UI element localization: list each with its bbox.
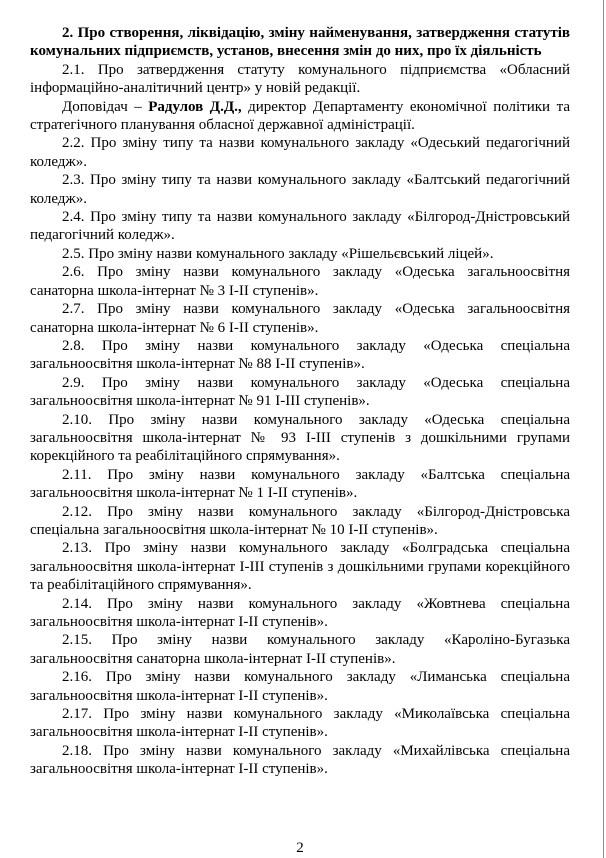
agenda-item-2-8: 2.8. Про зміну назви комунального заклад…	[30, 337, 570, 373]
agenda-item-2-10: 2.10. Про зміну назви комунального закла…	[30, 411, 570, 465]
section-heading: 2. Про створення, ліквідацію, зміну найм…	[30, 25, 570, 60]
agenda-item-2-13: 2.13. Про зміну назви комунального закла…	[30, 540, 570, 594]
page-number: 2	[296, 840, 304, 856]
speaker-prefix: Доповідач –	[62, 98, 149, 115]
agenda-item-2-18: 2.18. Про зміну назви комунального закла…	[30, 742, 570, 778]
speaker-title: директор Департаменту економічної політи…	[30, 98, 570, 134]
agenda-item-2-5: 2.5. Про зміну назви комунального заклад…	[62, 245, 494, 262]
agenda-item-2-6: 2.6. Про зміну назви комунального заклад…	[30, 264, 570, 299]
agenda-item-2-12: 2.12. Про зміну назви комунального закла…	[30, 503, 570, 538]
agenda-item-2-11: 2.11. Про зміну назви комунального закла…	[30, 466, 570, 502]
speaker-name: Радулов Д.Д.,	[148, 98, 242, 115]
agenda-item-2-3: 2.3. Про зміну типу та назви комунальног…	[30, 172, 570, 207]
agenda-item-2-4: 2.4. Про зміну типу та назви комунальног…	[30, 209, 570, 244]
agenda-item-2-14: 2.14. Про зміну назви комунального закла…	[30, 595, 570, 630]
agenda-item-2-2: 2.2. Про зміну типу та назви комунальног…	[30, 135, 570, 170]
agenda-item-2-17: 2.17. Про зміну назви комунального закла…	[30, 706, 570, 741]
agenda-item-2-9: 2.9. Про зміну назви комунального заклад…	[30, 374, 570, 410]
agenda-item-2-16: 2.16. Про зміну назви комунального закла…	[30, 669, 570, 704]
document-body: 2. Про створення, ліквідацію, зміну найм…	[30, 24, 570, 779]
agenda-item-2-1: 2.1. Про затвердження статуту комунально…	[30, 61, 570, 97]
agenda-item-2-7: 2.7. Про зміну назви комунального заклад…	[30, 301, 570, 336]
page-edge-line	[603, 0, 604, 858]
speaker-paragraph: Доповідач – Радулов Д.Д., директор Депар…	[30, 98, 570, 135]
agenda-item-2-15: 2.15. Про зміну назви комунального закла…	[30, 632, 570, 667]
